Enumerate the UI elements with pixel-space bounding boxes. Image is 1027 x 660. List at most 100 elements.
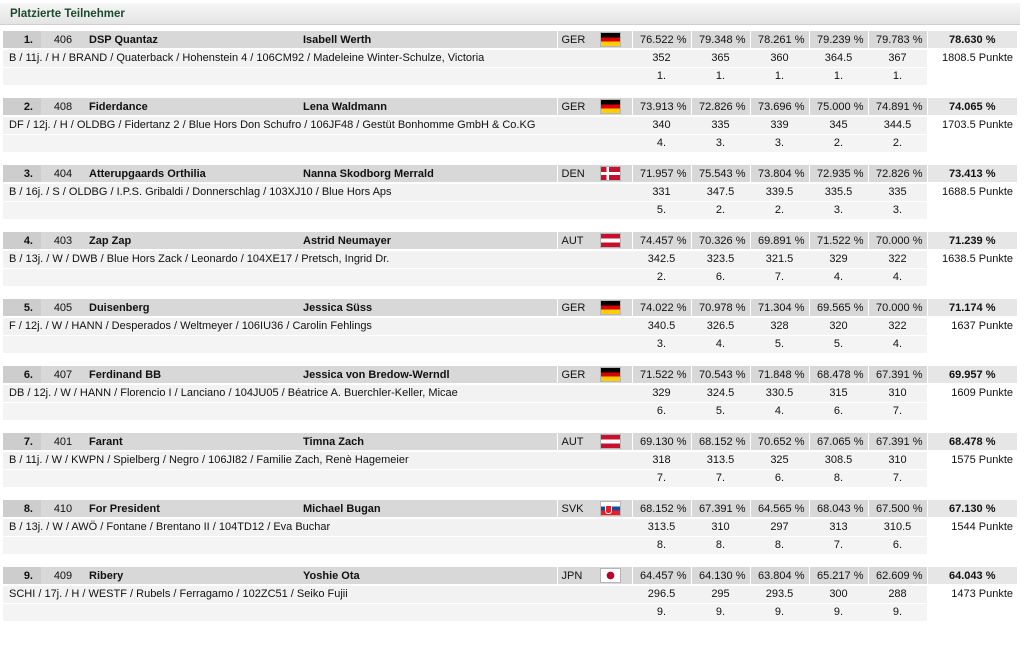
entry-row[interactable]: 6. 407 Ferdinand BB Jessica von Bredow-Wern… [3, 366, 1017, 385]
judge-placing: 4. [632, 134, 691, 152]
start-number: 407 [41, 366, 85, 385]
rank: 4. [3, 232, 41, 251]
judge-placing: 8. [750, 536, 809, 554]
horse-description: DB / 12j. / W / HANN / Florencio I / Lan… [3, 384, 632, 403]
judge-score: 72.826 % [690, 98, 750, 117]
judge-score: 68.478 % [808, 366, 868, 385]
rider-name[interactable]: Astrid Neumayer [299, 232, 557, 251]
horse-name[interactable]: Farant [85, 433, 299, 452]
flag-ger-icon [601, 100, 621, 113]
row-spacer [3, 487, 1017, 500]
judge-points: 364.5 [809, 49, 868, 68]
judge-points: 344.5 [868, 116, 927, 135]
judge-placing: 6. [750, 469, 809, 487]
flag-aut-icon [601, 435, 621, 448]
placings-spacer [3, 536, 632, 554]
placings-spacer [3, 201, 632, 219]
entry-row[interactable]: 3. 404 Atterupgaards Orthilia Nanna Skodbor… [3, 165, 1017, 184]
judge-placing: 2. [750, 201, 809, 219]
judge-score: 64.565 % [749, 500, 809, 519]
judge-score: 71.522 % [631, 366, 691, 385]
judge-points: 297 [750, 518, 809, 537]
judge-placing: 4. [809, 268, 868, 286]
judge-score: 71.304 % [749, 299, 809, 318]
judge-points: 360 [750, 49, 809, 68]
judge-points: 296.5 [632, 585, 691, 604]
judge-score: 62.609 % [867, 567, 927, 586]
horse-name[interactable]: Fiderdance [85, 98, 299, 117]
placings-total-blank [927, 402, 1017, 420]
judge-score: 74.022 % [631, 299, 691, 318]
judge-placing: 8. [691, 536, 750, 554]
judge-score: 70.543 % [690, 366, 750, 385]
judge-placing: 5. [632, 201, 691, 219]
judge-score: 68.152 % [690, 433, 750, 452]
judge-points: 328 [750, 317, 809, 336]
judge-placing: 6. [809, 402, 868, 420]
judge-score: 71.848 % [749, 366, 809, 385]
judge-points: 339 [750, 116, 809, 135]
total-points: 1688.5 Punkte [927, 183, 1017, 202]
judge-points: 288 [868, 585, 927, 604]
horse-description: B / 11j. / W / KWPN / Spielberg / Negro … [3, 451, 632, 470]
flag-ger-icon [601, 301, 621, 314]
rank: 1. [3, 31, 41, 50]
judge-score: 69.565 % [808, 299, 868, 318]
placings-spacer [3, 402, 632, 420]
horse-description: B / 16j. / S / OLDBG / I.P.S. Gribaldi /… [3, 183, 632, 202]
row-spacer [3, 286, 1017, 299]
entry-placings-row: 4. 3. 3. 2. 2. [3, 134, 1017, 152]
judge-score: 67.391 % [867, 433, 927, 452]
entry-row[interactable]: 5. 405 Duisenberg Jessica Süss GER 74.022 % 70… [3, 299, 1017, 318]
rider-name[interactable]: Michael Bugan [299, 500, 557, 519]
rider-name[interactable]: Jessica Süss [299, 299, 557, 318]
flag-cell [590, 433, 632, 452]
entry-row[interactable]: 9. 409 Ribery Yoshie Ota JPN 64.457 % 64.130 %… [3, 567, 1017, 586]
flag-den-icon [601, 167, 621, 180]
judge-score: 79.239 % [808, 31, 868, 50]
section-title: Platzierte Teilnehmer [0, 3, 1020, 25]
judge-points: 340.5 [632, 317, 691, 336]
judge-score: 72.935 % [808, 165, 868, 184]
rider-name[interactable]: Jessica von Bredow-Werndl [299, 366, 557, 385]
judge-points: 352 [632, 49, 691, 68]
judge-placing: 2. [632, 268, 691, 286]
entry-row[interactable]: 1. 406 DSP Quantaz Isabell Werth GER 76.522 %… [3, 31, 1017, 50]
nation-code: GER [556, 31, 590, 50]
horse-name[interactable]: For President [85, 500, 299, 519]
entry-row[interactable]: 7. 401 Farant Timna Zach AUT 69.130 % 68.152 %… [3, 433, 1017, 452]
rider-name[interactable]: Yoshie Ota [299, 567, 557, 586]
judge-score: 75.543 % [690, 165, 750, 184]
flag-cell [590, 98, 632, 117]
horse-description: DF / 12j. / H / OLDBG / Fidertanz 2 / Bl… [3, 116, 632, 135]
horse-name[interactable]: Duisenberg [85, 299, 299, 318]
judge-points: 335.5 [809, 183, 868, 202]
entry-row[interactable]: 8. 410 For President Michael Bugan SVK 68.152… [3, 500, 1017, 519]
rider-name[interactable]: Isabell Werth [299, 31, 557, 50]
rider-name[interactable]: Lena Waldmann [299, 98, 557, 117]
entry-row[interactable]: 4. 403 Zap Zap Astrid Neumayer AUT 74.457 % 70… [3, 232, 1017, 251]
horse-name[interactable]: Atterupgaards Orthilia [85, 165, 299, 184]
horse-name[interactable]: Ferdinand BB [85, 366, 299, 385]
rank: 3. [3, 165, 41, 184]
judge-score: 67.391 % [690, 500, 750, 519]
placings-total-blank [927, 134, 1017, 152]
rider-name[interactable]: Timna Zach [299, 433, 557, 452]
judge-points: 323.5 [691, 250, 750, 269]
horse-name[interactable]: Ribery [85, 567, 299, 586]
horse-name[interactable]: Zap Zap [85, 232, 299, 251]
judge-score: 75.000 % [808, 98, 868, 117]
horse-name[interactable]: DSP Quantaz [85, 31, 299, 50]
entry-row[interactable]: 2. 408 Fiderdance Lena Waldmann GER 73.913 % 7… [3, 98, 1017, 117]
judge-score: 70.000 % [867, 299, 927, 318]
rider-name[interactable]: Nanna Skodborg Merrald [299, 165, 557, 184]
judge-placing: 3. [809, 201, 868, 219]
judge-placing: 4. [750, 402, 809, 420]
judge-points: 308.5 [809, 451, 868, 470]
placings-spacer [3, 335, 632, 353]
judge-placing: 6. [691, 268, 750, 286]
judge-points: 310 [868, 451, 927, 470]
judge-placing: 9. [868, 603, 927, 621]
entry-details-row: B / 13j. / W / DWB / Blue Hors Zack / Le… [3, 250, 1017, 269]
judge-placing: 1. [868, 67, 927, 85]
